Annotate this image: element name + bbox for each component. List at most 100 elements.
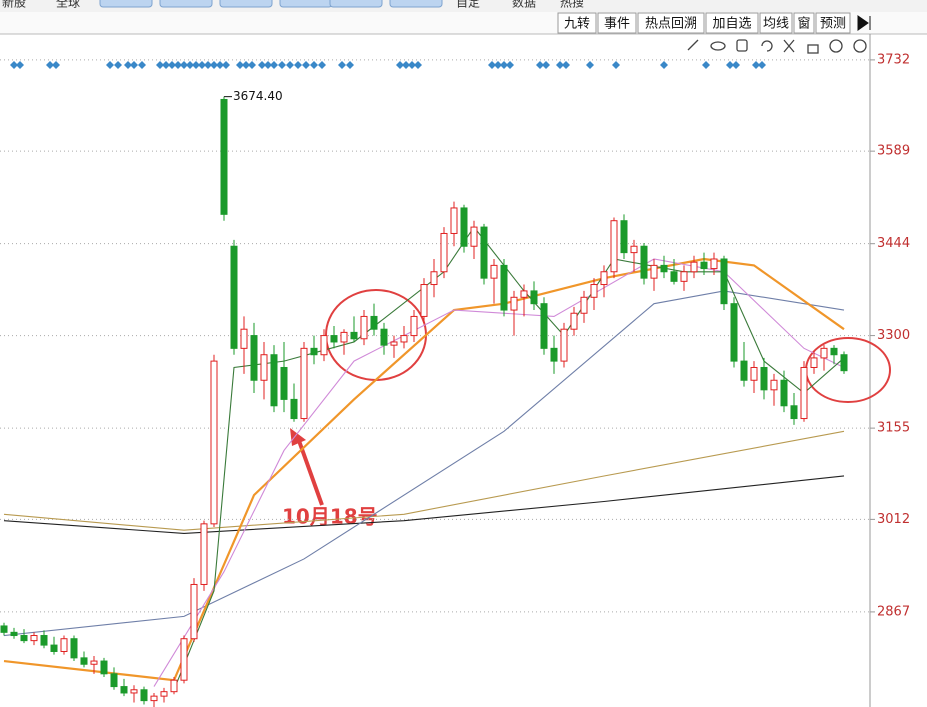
event-marker[interactable]: [186, 61, 194, 69]
event-marker[interactable]: [130, 61, 138, 69]
event-marker[interactable]: [612, 61, 620, 69]
tool-button[interactable]: [557, 12, 597, 34]
event-marker[interactable]: [138, 61, 146, 69]
event-marker[interactable]: [106, 61, 114, 69]
tool-button[interactable]: [597, 12, 637, 34]
candle-body: [280, 366, 288, 400]
event-marker[interactable]: [210, 61, 218, 69]
event-marker[interactable]: [500, 61, 508, 69]
tab[interactable]: 数据: [512, 0, 536, 10]
event-marker[interactable]: [156, 61, 164, 69]
event-marker[interactable]: [216, 61, 224, 69]
tab[interactable]: 热搜: [560, 0, 584, 10]
tool-label[interactable]: 事件: [604, 17, 630, 32]
event-marker[interactable]: [192, 61, 200, 69]
event-marker[interactable]: [396, 61, 404, 69]
tool-button[interactable]: [759, 12, 793, 34]
zoom-in-icon[interactable]: [829, 39, 843, 53]
event-marker[interactable]: [124, 61, 132, 69]
tool-label[interactable]: 预测: [820, 17, 846, 32]
event-marker[interactable]: [180, 61, 188, 69]
undo-icon[interactable]: [761, 40, 773, 52]
event-marker[interactable]: [758, 61, 766, 69]
tool-button[interactable]: [793, 12, 815, 34]
zoom-out-icon[interactable]: [853, 39, 867, 53]
tab-button[interactable]: [329, 0, 383, 8]
event-marker[interactable]: [752, 61, 760, 69]
candle-body: [480, 226, 488, 279]
tool-icons[interactable]: [687, 39, 867, 54]
event-marker[interactable]: [114, 61, 122, 69]
event-marker[interactable]: [414, 61, 422, 69]
eye-icon[interactable]: [710, 41, 726, 51]
candle-body: [120, 686, 128, 694]
event-marker[interactable]: [338, 61, 346, 69]
event-marker[interactable]: [732, 61, 740, 69]
event-marker[interactable]: [52, 61, 60, 69]
event-marker[interactable]: [408, 61, 416, 69]
event-marker[interactable]: [536, 61, 544, 69]
event-marker[interactable]: [10, 61, 18, 69]
event-marker[interactable]: [198, 61, 206, 69]
event-marker[interactable]: [562, 61, 570, 69]
candle-body: [720, 258, 728, 305]
event-marker[interactable]: [346, 61, 354, 69]
tool-button[interactable]: [637, 12, 705, 34]
event-marker[interactable]: [318, 61, 326, 69]
tab-button[interactable]: [279, 0, 333, 8]
event-marker[interactable]: [402, 61, 410, 69]
event-marker[interactable]: [168, 61, 176, 69]
event-marker[interactable]: [248, 61, 256, 69]
event-marker[interactable]: [278, 61, 286, 69]
event-marker[interactable]: [302, 61, 310, 69]
event-marker[interactable]: [294, 61, 302, 69]
tool-button[interactable]: [815, 12, 851, 34]
event-marker[interactable]: [264, 61, 272, 69]
event-marker[interactable]: [726, 61, 734, 69]
tab[interactable]: 新股: [2, 0, 26, 10]
tab-button[interactable]: [389, 0, 443, 8]
tool-label[interactable]: 窗: [797, 16, 810, 32]
candle-body: [400, 335, 408, 343]
tab[interactable]: 全球: [56, 0, 80, 10]
event-marker[interactable]: [242, 61, 250, 69]
event-marker[interactable]: [162, 61, 170, 69]
event-marker[interactable]: [586, 61, 594, 69]
tool-button[interactable]: [705, 12, 759, 34]
tool-label[interactable]: 均线: [763, 17, 789, 32]
pen-icon[interactable]: [687, 39, 699, 51]
event-marker[interactable]: [702, 61, 710, 69]
event-marker[interactable]: [494, 61, 502, 69]
event-marker[interactable]: [286, 61, 294, 69]
event-marker[interactable]: [222, 61, 230, 69]
candle-body: [20, 635, 28, 642]
tab-button[interactable]: [99, 0, 153, 8]
scissors-icon[interactable]: [783, 39, 795, 53]
event-marker[interactable]: [270, 61, 278, 69]
event-marker[interactable]: [258, 61, 266, 69]
event-marker[interactable]: [204, 61, 212, 69]
expand-icon[interactable]: [857, 15, 871, 31]
event-marker[interactable]: [660, 61, 668, 69]
tab[interactable]: 自定: [456, 0, 480, 10]
tool-label[interactable]: 加自选: [712, 17, 751, 32]
event-marker[interactable]: [236, 61, 244, 69]
candle-body: [560, 328, 568, 362]
event-marker[interactable]: [556, 61, 564, 69]
lock-icon[interactable]: [807, 44, 819, 54]
candle-body: [40, 635, 48, 646]
event-marker[interactable]: [174, 61, 182, 69]
candle-body: [270, 354, 278, 407]
event-marker[interactable]: [542, 61, 550, 69]
hand-icon[interactable]: [736, 39, 748, 52]
tool-label[interactable]: 热点回溯: [645, 16, 697, 32]
event-marker[interactable]: [16, 61, 24, 69]
event-marker[interactable]: [310, 61, 318, 69]
tool-label[interactable]: 九转: [564, 17, 590, 32]
candle-body: [820, 347, 828, 359]
event-marker[interactable]: [488, 61, 496, 69]
event-marker[interactable]: [46, 61, 54, 69]
tab-button[interactable]: [159, 0, 213, 8]
event-marker[interactable]: [506, 61, 514, 69]
tab-button[interactable]: [219, 0, 273, 8]
